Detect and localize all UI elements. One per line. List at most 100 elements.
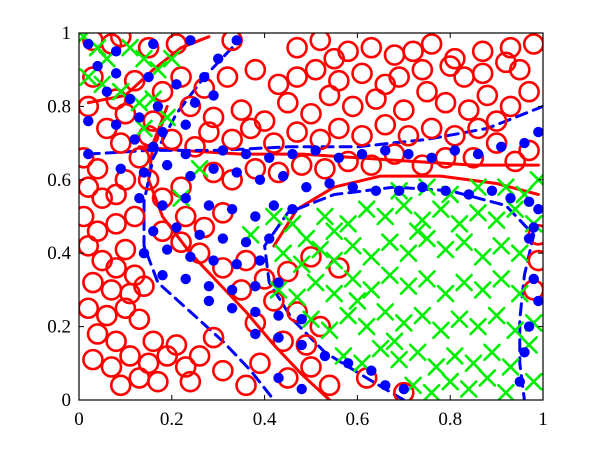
red-circle-point (161, 128, 183, 151)
red-circle-point (276, 260, 299, 283)
blue-dot-point (273, 277, 284, 288)
red-circle-point (109, 33, 132, 48)
red-circle-point (351, 62, 373, 85)
green-x-point (492, 237, 511, 255)
red-circle-point (272, 330, 294, 353)
green-x-point (497, 178, 515, 196)
green-x-point (497, 383, 515, 400)
blue-dot-point (231, 35, 242, 46)
red-circle-point (263, 132, 285, 154)
green-x-point (510, 284, 529, 303)
blue-dot-point (171, 79, 182, 90)
green-x-point (487, 211, 506, 229)
red-circle-point (527, 249, 543, 272)
red-circle-point (91, 187, 113, 209)
blue-dot-point (148, 225, 159, 237)
red-circle-point (499, 36, 522, 59)
blue-dot-point (505, 192, 516, 204)
red-circle-point (267, 161, 290, 184)
red-circle-point (105, 213, 127, 235)
red-circle-point (165, 334, 188, 356)
red-circle-point (128, 146, 151, 169)
green-x-point (320, 321, 339, 340)
blue-dot-point (273, 310, 284, 321)
red-circle-point (309, 33, 332, 52)
red-circle-point (216, 66, 239, 88)
blue-dot-point (398, 383, 409, 395)
green-x-point (357, 200, 376, 218)
green-x-point (269, 281, 288, 299)
blue-dot-point (231, 167, 242, 178)
x-tick-label: 0 (74, 409, 84, 430)
blue-dot-point (277, 170, 289, 182)
green-x-point (473, 281, 492, 299)
green-x-point (381, 266, 399, 285)
blue-dot-point (380, 380, 391, 391)
blue-dot-point (213, 53, 224, 64)
blue-dot-point (180, 148, 191, 160)
blue-dot-point (528, 273, 539, 285)
red-circle-point (453, 66, 475, 88)
green-x-point (376, 303, 395, 321)
red-circle-point (79, 146, 95, 169)
red-circle-point (179, 95, 202, 118)
green-x-point (362, 248, 381, 266)
red-circle-point (86, 323, 109, 345)
red-circle-point (202, 326, 225, 349)
blue-dot-point (273, 372, 284, 384)
red-circle-point (360, 154, 383, 176)
blue-dot-point (287, 203, 298, 215)
green-x-point (283, 215, 302, 233)
margin-line-4 (86, 104, 543, 156)
green-x-point (418, 229, 436, 248)
plot-frame (78, 32, 544, 401)
blue-dot-point (496, 141, 507, 152)
green-x-point (348, 292, 367, 310)
blue-dot-point (296, 383, 307, 395)
green-x-point (432, 200, 450, 218)
red-circle-point (100, 279, 123, 301)
red-circle-point (383, 44, 406, 66)
blue-dot-point (333, 152, 345, 163)
red-circle-point (467, 117, 489, 140)
green-x-point (501, 358, 520, 376)
red-circle-point (286, 36, 308, 59)
blue-dot-point (393, 185, 405, 197)
red-circle-point (485, 110, 508, 132)
blue-dot-point (240, 236, 252, 248)
green-x-point (413, 306, 432, 325)
red-circle-point (179, 370, 202, 393)
y-tick-label: 0.8 (47, 96, 71, 117)
green-x-point (473, 248, 492, 266)
blue-dot-point (324, 178, 335, 189)
green-x-point (163, 49, 181, 68)
green-x-point (316, 207, 334, 226)
x-tick-label: 0.6 (346, 409, 370, 430)
green-x-point (492, 270, 511, 288)
red-circle-point (439, 55, 462, 77)
blue-dot-point (194, 229, 205, 241)
red-circle-point (471, 62, 494, 85)
y-tick-label: 1 (62, 23, 72, 44)
green-x-point (302, 310, 320, 329)
blue-dot-point (143, 71, 154, 83)
red-circle-point (221, 128, 243, 151)
x-tick-label: 0.2 (160, 409, 184, 430)
blue-dot-point (472, 148, 484, 160)
blue-dot-point (101, 86, 113, 97)
red-circle-point (105, 183, 127, 206)
blue-dot-point (366, 365, 377, 376)
red-circle-point (402, 40, 424, 63)
red-circle-point (119, 345, 141, 367)
red-circle-point (100, 356, 123, 378)
red-circle-point (147, 370, 169, 393)
blue-dot-point (226, 203, 238, 215)
green-x-point (343, 237, 362, 255)
green-x-point (325, 251, 343, 270)
blue-dot-point (157, 200, 168, 211)
red-circle-point (267, 73, 290, 96)
blue-dot-point (161, 244, 173, 255)
red-circle-point (462, 146, 485, 169)
blue-dot-point (342, 358, 354, 369)
